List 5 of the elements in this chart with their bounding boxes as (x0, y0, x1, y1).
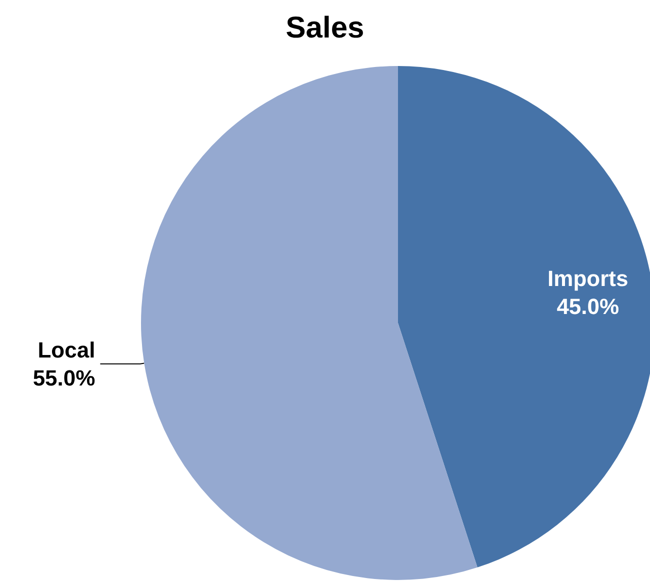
data-label: 45.0% (556, 294, 620, 319)
data-label: 55.0% (32, 365, 96, 390)
chart-title: Sales (286, 12, 364, 44)
slice-label: Local (38, 337, 96, 362)
slice-label: Imports (548, 266, 628, 291)
